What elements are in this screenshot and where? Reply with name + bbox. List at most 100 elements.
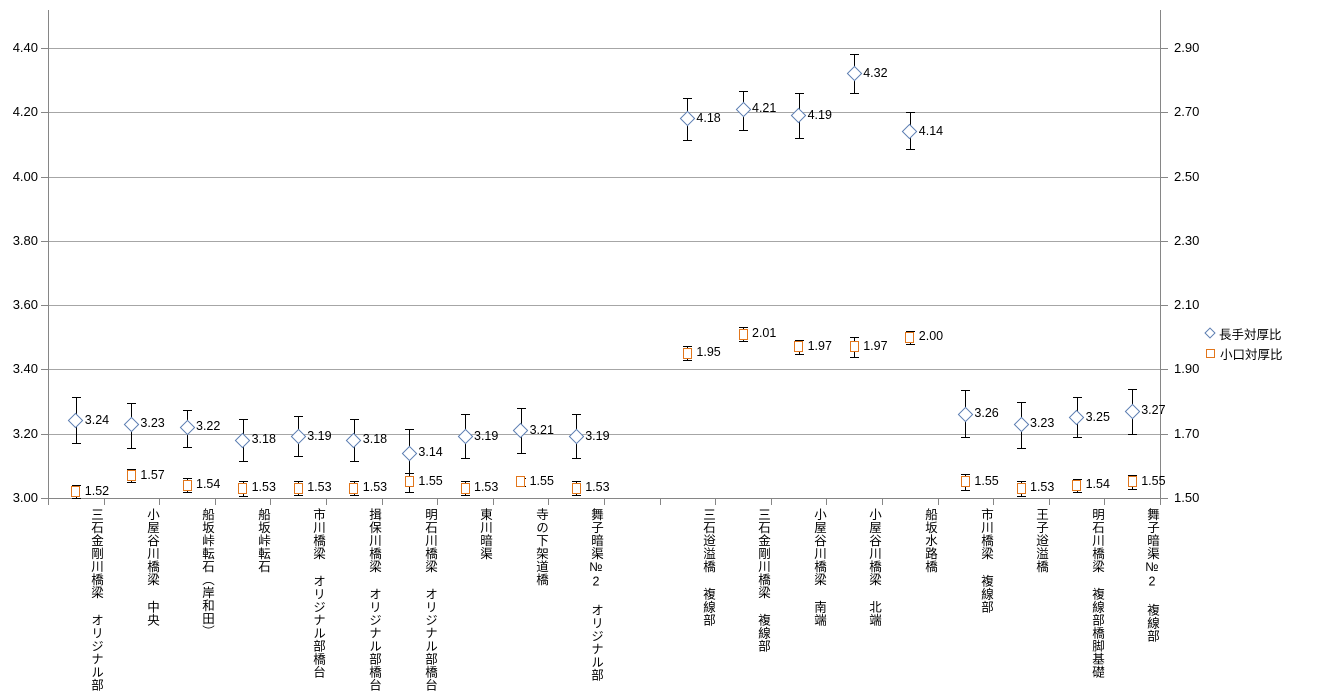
x-tick bbox=[159, 498, 160, 505]
data-value-label: 3.23 bbox=[1030, 416, 1055, 431]
error-bar-cap bbox=[405, 492, 414, 493]
legend-item-1[interactable]: 小口対厚比 bbox=[1206, 343, 1283, 363]
error-bar-cap bbox=[1128, 389, 1137, 390]
data-marker-square[interactable] bbox=[349, 482, 359, 494]
x-axis-label: 小屋谷川橋梁 北端 bbox=[867, 508, 881, 627]
data-value-label: 1.53 bbox=[362, 480, 388, 495]
error-bar-cap bbox=[405, 429, 414, 430]
data-value-label: 4.32 bbox=[863, 65, 888, 80]
error-bar-cap bbox=[683, 346, 692, 347]
data-marker-diamond[interactable] bbox=[179, 419, 195, 436]
legend-item-0[interactable]: 長手対厚比 bbox=[1204, 323, 1283, 343]
error-bar-cap bbox=[461, 458, 470, 459]
right-axis-tick-label: 1.70 bbox=[1174, 426, 1200, 441]
data-marker-square[interactable] bbox=[960, 476, 970, 488]
data-marker-square[interactable] bbox=[682, 347, 692, 359]
error-bar-cap bbox=[1073, 492, 1082, 493]
gridline bbox=[48, 177, 1161, 178]
data-marker-diamond[interactable] bbox=[123, 416, 140, 432]
x-tick bbox=[715, 498, 716, 505]
left-tick bbox=[41, 177, 49, 178]
data-marker-square[interactable] bbox=[404, 476, 414, 488]
data-marker-diamond[interactable] bbox=[457, 429, 473, 445]
data-value-label: 1.97 bbox=[863, 338, 888, 353]
data-value-label: 1.57 bbox=[140, 467, 165, 482]
data-marker-diamond[interactable] bbox=[1013, 416, 1029, 432]
x-tick bbox=[1049, 498, 1050, 505]
data-marker-square[interactable] bbox=[1127, 476, 1137, 488]
data-marker-diamond[interactable] bbox=[568, 429, 584, 445]
left-tick bbox=[41, 498, 49, 499]
x-axis-label: 寺の下架道橋 bbox=[534, 508, 548, 586]
x-tick bbox=[1104, 498, 1105, 505]
error-bar-cap bbox=[517, 453, 526, 454]
data-marker-diamond[interactable] bbox=[790, 107, 807, 124]
data-marker-diamond[interactable] bbox=[957, 406, 974, 423]
data-marker-square[interactable] bbox=[849, 341, 859, 353]
error-bar-cap bbox=[906, 331, 915, 332]
error-bar-cap bbox=[739, 327, 748, 328]
x-tick bbox=[215, 498, 216, 505]
data-marker-square[interactable] bbox=[71, 486, 81, 498]
x-axis-label: 船坂峠転石 bbox=[256, 508, 270, 573]
right-tick bbox=[1160, 369, 1168, 370]
error-bar-cap bbox=[961, 390, 970, 391]
data-marker-square[interactable] bbox=[293, 482, 303, 494]
error-bar-cap bbox=[572, 414, 581, 415]
error-bar-cap bbox=[572, 481, 581, 482]
data-marker-square[interactable] bbox=[794, 341, 804, 353]
x-axis-label: 小屋谷川橋梁 中央 bbox=[145, 508, 159, 627]
error-bar-cap bbox=[72, 485, 81, 486]
right-axis-tick-label: 2.50 bbox=[1174, 169, 1200, 184]
data-marker-square[interactable] bbox=[516, 476, 526, 488]
error-bar-cap bbox=[72, 443, 81, 444]
left-axis-tick-label: 3.00 bbox=[12, 490, 38, 505]
data-marker-diamond[interactable] bbox=[1068, 409, 1085, 426]
left-axis-tick-label: 3.80 bbox=[12, 233, 38, 248]
right-tick bbox=[1160, 305, 1168, 306]
error-bar-cap bbox=[350, 461, 359, 462]
right-tick bbox=[1160, 48, 1168, 49]
data-marker-diamond[interactable] bbox=[1124, 403, 1140, 419]
data-marker-square[interactable] bbox=[238, 482, 248, 494]
error-bar-cap bbox=[850, 54, 859, 55]
error-bar-cap bbox=[183, 492, 192, 493]
data-marker-square[interactable] bbox=[905, 331, 915, 343]
error-bar-cap bbox=[350, 481, 359, 482]
data-marker-diamond[interactable] bbox=[68, 413, 84, 429]
data-marker-diamond[interactable] bbox=[735, 101, 751, 117]
data-marker-square[interactable] bbox=[126, 470, 136, 481]
data-marker-diamond[interactable] bbox=[401, 445, 418, 461]
error-bar-cap bbox=[1073, 437, 1082, 438]
x-tick bbox=[993, 498, 994, 505]
error-bar-cap bbox=[683, 140, 692, 141]
data-marker-diamond[interactable] bbox=[679, 110, 696, 127]
error-bar-cap bbox=[127, 469, 136, 470]
data-value-label: 1.55 bbox=[974, 473, 999, 488]
error-bar-cap bbox=[239, 496, 248, 497]
data-marker-square[interactable] bbox=[460, 482, 470, 494]
data-marker-diamond[interactable] bbox=[512, 422, 529, 439]
data-marker-square[interactable] bbox=[1016, 482, 1026, 494]
data-marker-diamond[interactable] bbox=[290, 429, 306, 445]
data-marker-diamond[interactable] bbox=[846, 65, 862, 82]
x-tick bbox=[1160, 498, 1161, 505]
data-marker-square[interactable] bbox=[571, 482, 581, 494]
x-tick bbox=[326, 498, 327, 505]
x-tick bbox=[938, 498, 939, 505]
data-value-label: 1.53 bbox=[474, 480, 499, 495]
error-bar-cap bbox=[239, 419, 248, 420]
left-axis-tick-label: 3.40 bbox=[12, 361, 38, 376]
data-marker-square[interactable] bbox=[1072, 479, 1082, 491]
data-marker-square[interactable] bbox=[738, 328, 748, 340]
right-tick bbox=[1160, 177, 1168, 178]
data-marker-square[interactable] bbox=[182, 479, 192, 491]
right-tick bbox=[1160, 112, 1168, 113]
error-bar-cap bbox=[294, 416, 303, 417]
data-marker-diamond[interactable] bbox=[902, 123, 918, 140]
error-bar-cap bbox=[405, 473, 414, 474]
error-bar-cap bbox=[1017, 481, 1026, 482]
data-value-label: 4.19 bbox=[807, 107, 832, 122]
error-bar-cap bbox=[683, 360, 692, 361]
error-bar-cap bbox=[183, 478, 192, 479]
